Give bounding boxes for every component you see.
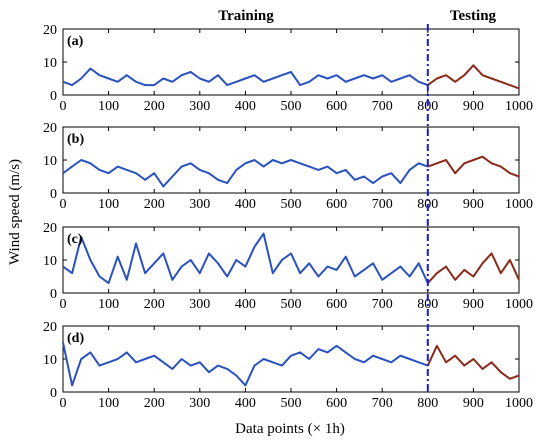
x-tick-label: 900	[463, 99, 484, 114]
x-tick-label: 300	[189, 297, 210, 312]
y-tick-label: 10	[43, 353, 57, 368]
x-tick-label: 0	[60, 297, 67, 312]
testing-series-line	[426, 344, 520, 380]
y-tick-label: 10	[43, 154, 57, 169]
x-tick-label: 500	[281, 197, 302, 212]
x-tick-label: 200	[144, 99, 165, 114]
panels: 0 100 200 300 400 500 600 700 800 900 100001020(a)…	[43, 23, 533, 411]
y-tick-label: 20	[43, 121, 57, 136]
training-series-line	[62, 159, 429, 188]
y-tick-label: 0	[50, 187, 57, 202]
y-tick-label: 10	[43, 56, 57, 71]
x-tick-label: 500	[281, 396, 302, 411]
x-tick-label: 500	[281, 297, 302, 312]
testing-series-line	[427, 64, 520, 90]
y-tick-label: 0	[50, 386, 57, 401]
x-tick-label: 1000	[505, 396, 533, 411]
x-tick-label: 900	[463, 396, 484, 411]
panel-label: (b)	[67, 132, 84, 147]
x-tick-label: 1000	[505, 197, 533, 212]
panel-frame	[62, 28, 520, 96]
testing-series-line	[427, 252, 520, 284]
y-axis-label: Wind speed (m/s)	[7, 159, 23, 265]
x-tick-label: 600	[326, 99, 347, 114]
training-header: Training	[218, 8, 274, 24]
panel-1: 0 100 200 300 400 500 600 700 800 900 1000 0 10 20 (a)	[43, 23, 533, 114]
x-tick-label: 1000	[505, 99, 533, 114]
x-tick-label: 100	[98, 99, 119, 114]
x-tick-label: 200	[144, 197, 165, 212]
x-tick-label: 700	[372, 197, 393, 212]
training-series-line	[62, 342, 429, 387]
x-tick-label: 600	[326, 396, 347, 411]
y-tick-label: 10	[43, 254, 57, 269]
x-tick-label: 900	[463, 197, 484, 212]
x-tick-label: 1000	[505, 297, 533, 312]
y-tick-label: 0	[50, 287, 57, 302]
y-tick-label: 0	[50, 89, 57, 104]
x-tick-label: 0	[60, 197, 67, 212]
x-tick-label: 700	[372, 396, 393, 411]
x-tick-label: 0	[60, 396, 67, 411]
y-tick-label: 20	[43, 23, 57, 38]
testing-header: Testing	[450, 8, 497, 24]
y-tick-label: 20	[43, 221, 57, 236]
x-tick-label: 600	[326, 197, 347, 212]
x-tick-label: 200	[144, 396, 165, 411]
panel-label: (d)	[67, 331, 84, 346]
x-tick-label: 400	[235, 297, 256, 312]
x-tick-label: 800	[417, 99, 438, 114]
x-tick-label: 100	[98, 197, 119, 212]
x-tick-label: 500	[281, 99, 302, 114]
x-tick-label: 400	[235, 197, 256, 212]
training-series-line	[62, 232, 429, 285]
x-tick-label: 100	[98, 396, 119, 411]
x-tick-label: 400	[235, 99, 256, 114]
x-tick-label: 800	[417, 396, 438, 411]
panel-label: (c)	[67, 232, 83, 247]
panel-4: 0 100 200 300 400 500 600 700 800 900 1000 0 10 20 (d)	[43, 320, 533, 411]
x-tick-label: 400	[235, 396, 256, 411]
x-tick-label: 200	[144, 297, 165, 312]
x-tick-label: 700	[372, 99, 393, 114]
panel-label: (a)	[67, 34, 84, 49]
x-tick-label: 300	[189, 197, 210, 212]
x-tick-label: 0	[60, 99, 67, 114]
x-tick-label: 100	[98, 297, 119, 312]
x-tick-label: 300	[189, 396, 210, 411]
x-tick-label: 600	[326, 297, 347, 312]
testing-series-line	[427, 155, 520, 178]
x-tick-label: 700	[372, 297, 393, 312]
x-tick-label: 300	[189, 99, 210, 114]
training-series-line	[62, 67, 429, 87]
x-axis-label: Data points (× 1h)	[235, 421, 345, 437]
y-tick-label: 20	[43, 320, 57, 335]
x-tick-label: 900	[463, 297, 484, 312]
